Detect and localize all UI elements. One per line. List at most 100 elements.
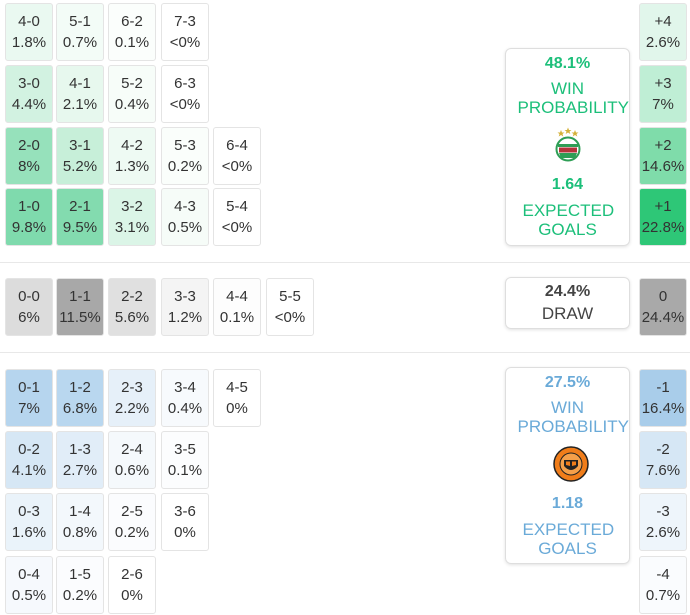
score-cell-home-label: 4-1 (69, 75, 91, 92)
score-cell-away-label: 0-3 (18, 503, 40, 520)
goal-margin-cell-home: +3 7% (639, 65, 687, 123)
score-cell-home-label: 2-0 (18, 137, 40, 154)
goal-margin-cell-home: +4 2.6% (639, 3, 687, 61)
score-cell-away-percent: 0.8% (62, 524, 98, 541)
score-cell-draw-percent: 5.6% (114, 309, 150, 326)
score-cell-away-percent: 4.1% (11, 462, 47, 479)
score-cell-away-label: 0-1 (18, 379, 40, 396)
score-cell-draw-percent: 11.5% (59, 309, 101, 326)
goal-margin-cell-away: -2 7.6% (639, 431, 687, 489)
score-cell-away-percent: 7% (18, 400, 40, 417)
score-cell-home-percent: 0.5% (167, 219, 203, 236)
score-cell-draw-percent: 6% (18, 309, 40, 326)
score-cell-away-label: 2-4 (121, 441, 143, 458)
score-cell-home-percent: 9.8% (11, 219, 47, 236)
goal-margin-cell-home-percent: 14.6% (641, 158, 685, 175)
score-cell-away-percent: 0% (174, 524, 196, 541)
draw-probability-value: 24.4% (544, 283, 591, 300)
score-cell-draw-label: 2-2 (121, 288, 143, 305)
goal-margin-cell-home-label: +4 (654, 13, 672, 30)
score-cell-home-percent: 0.1% (114, 34, 150, 51)
score-cell-home-percent: 1.8% (11, 34, 47, 51)
score-cell-away-percent: 0% (121, 587, 143, 604)
home-win-probability-label: WIN PROBABILITY (517, 79, 629, 117)
score-cell-away-percent: 2.7% (62, 462, 98, 479)
score-cell-home: 5-1 0.7% (56, 3, 104, 61)
score-cell-draw: 1-1 11.5% (56, 278, 104, 336)
score-cell-away: 2-4 0.6% (108, 431, 156, 489)
score-cell-away-percent: 0.1% (167, 462, 203, 479)
away-expected-goals-value: 1.18 (551, 495, 584, 512)
away-summary-card: 27.5% WIN PROBABILITY 1.18 EXPECTED GOAL… (505, 367, 630, 564)
score-cell-away: 0-2 4.1% (5, 431, 53, 489)
goal-margin-cell-draw-percent: 24.4% (641, 309, 685, 326)
score-cell-home: 6-2 0.1% (108, 3, 156, 61)
score-cell-home-percent: 4.4% (11, 96, 47, 113)
score-cell-home: 2-1 9.5% (56, 188, 104, 246)
goal-margin-cell-away: -1 16.4% (639, 369, 687, 427)
score-cell-away: 2-3 2.2% (108, 369, 156, 427)
score-cell-away-label: 1-3 (69, 441, 91, 458)
score-cell-home: 4-3 0.5% (161, 188, 209, 246)
score-cell-home: 5-4 <0% (213, 188, 261, 246)
score-cell-draw: 3-3 1.2% (161, 278, 209, 336)
score-cell-home-percent: 0.7% (62, 34, 98, 51)
home-win-probability-value: 48.1% (544, 55, 591, 72)
score-cell-away: 3-5 0.1% (161, 431, 209, 489)
score-cell-home: 4-0 1.8% (5, 3, 53, 61)
score-cell-home-percent: 3.1% (114, 219, 150, 236)
score-cell-away: 0-4 0.5% (5, 556, 53, 614)
score-cell-draw: 5-5 <0% (266, 278, 314, 336)
goal-margin-cell-home-percent: 7% (652, 96, 674, 113)
score-cell-away: 2-6 0% (108, 556, 156, 614)
score-cell-home-label: 7-3 (174, 13, 196, 30)
score-cell-home-percent: 1.3% (114, 158, 150, 175)
score-cell-home: 5-2 0.4% (108, 65, 156, 123)
score-cell-draw-label: 5-5 (279, 288, 301, 305)
home-expected-goals-value: 1.64 (551, 176, 584, 193)
score-cell-home: 3-0 4.4% (5, 65, 53, 123)
score-cell-home-percent: <0% (169, 96, 201, 113)
score-cell-away: 1-4 0.8% (56, 493, 104, 551)
separator-home-draw (0, 262, 690, 263)
score-cell-home-percent: 2.1% (62, 96, 98, 113)
score-cell-home-label: 5-4 (226, 198, 248, 215)
goal-margin-cell-away: -3 2.6% (639, 493, 687, 551)
score-cell-away: 2-5 0.2% (108, 493, 156, 551)
score-cell-home: 3-2 3.1% (108, 188, 156, 246)
score-cell-away: 0-1 7% (5, 369, 53, 427)
score-cell-home: 1-0 9.8% (5, 188, 53, 246)
score-cell-away-label: 2-3 (121, 379, 143, 396)
home-summary-card: 48.1% WIN PROBABILITY 1.64 EXPECTED GOAL… (505, 48, 630, 246)
score-cell-draw-percent: <0% (274, 309, 306, 326)
score-cell-home-label: 6-4 (226, 137, 248, 154)
score-cell-draw-label: 3-3 (174, 288, 196, 305)
score-cell-home-percent: <0% (221, 158, 253, 175)
away-win-probability-label: WIN PROBABILITY (517, 398, 629, 436)
score-cell-home-label: 3-2 (121, 198, 143, 215)
score-cell-away: 1-3 2.7% (56, 431, 104, 489)
score-cell-home-label: 6-2 (121, 13, 143, 30)
goal-margin-cell-away: -4 0.7% (639, 556, 687, 614)
score-cell-home-label: 3-1 (69, 137, 91, 154)
score-cell-draw-label: 1-1 (69, 288, 91, 305)
score-cell-home-label: 5-2 (121, 75, 143, 92)
score-cell-away: 1-2 6.8% (56, 369, 104, 427)
score-cell-draw: 4-4 0.1% (213, 278, 261, 336)
score-cell-draw-percent: 0.1% (219, 309, 255, 326)
score-cell-home: 4-1 2.1% (56, 65, 104, 123)
score-cell-home: 3-1 5.2% (56, 127, 104, 185)
goal-margin-cell-away-label: -2 (656, 441, 670, 458)
score-cell-home-label: 1-0 (18, 198, 40, 215)
goal-margin-cell-away-percent: 2.6% (645, 524, 681, 541)
score-cell-away-percent: 0.5% (11, 587, 47, 604)
score-cell-away: 3-4 0.4% (161, 369, 209, 427)
score-cell-home: 6-4 <0% (213, 127, 261, 185)
score-cell-home-label: 5-3 (174, 137, 196, 154)
score-cell-away-percent: 6.8% (62, 400, 98, 417)
dundee-united-crest-icon (552, 446, 589, 482)
score-cell-home-label: 4-2 (121, 137, 143, 154)
score-cell-away-label: 1-4 (69, 503, 91, 520)
score-cell-home-percent: 9.5% (62, 219, 98, 236)
score-cell-away-percent: 0.2% (114, 524, 150, 541)
